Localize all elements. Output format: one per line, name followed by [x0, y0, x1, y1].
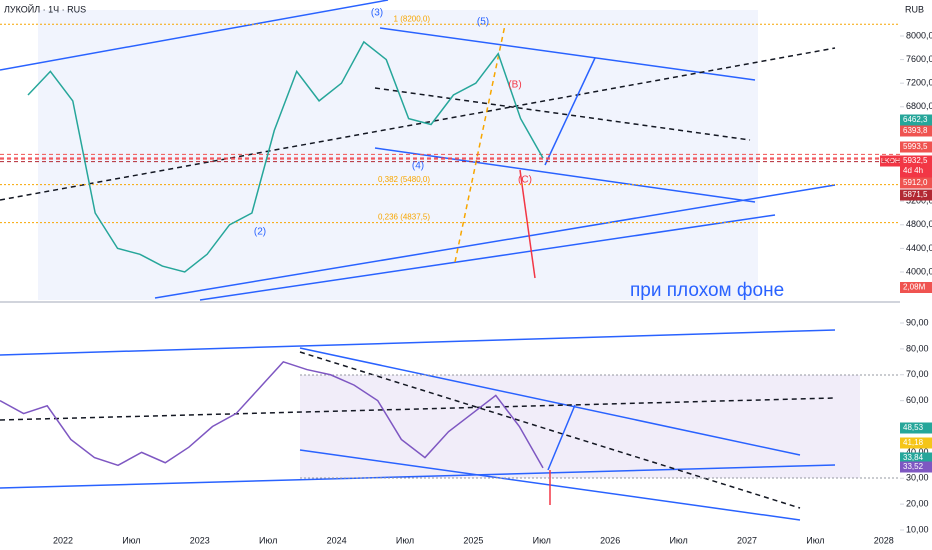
y-tick-label: 60,00 — [906, 395, 929, 405]
rsi-tag-label: 33,52 — [903, 462, 924, 471]
x-tick-label: Июл — [669, 535, 687, 545]
y-tick-label: 8000,0 — [906, 30, 932, 40]
fib-label: 1 (8200,0) — [394, 14, 431, 23]
x-tick-label: Июл — [122, 535, 140, 545]
price-tag — [900, 114, 932, 126]
price-tag-label: 5871,5 — [903, 190, 928, 199]
y-tick-label: 4000,0 — [906, 266, 932, 276]
y-tick-label: 30,00 — [906, 473, 929, 483]
y-tick-label: 90,00 — [906, 317, 929, 327]
x-tick-label: 2024 — [327, 535, 347, 545]
y-tick-label: 4800,0 — [906, 219, 932, 229]
y-tick-label: 70,00 — [906, 369, 929, 379]
price-tag — [900, 141, 932, 153]
wave-label: (5) — [477, 17, 489, 28]
rsi-tag — [900, 422, 932, 434]
price-tag — [900, 177, 932, 189]
fib-label: 0,382 (5480,0) — [378, 175, 430, 184]
y-tick-label: 80,00 — [906, 343, 929, 353]
price-tag-label: 5993,5 — [903, 142, 928, 151]
countdown: 4d 4h — [903, 166, 923, 175]
rsi-tag — [900, 461, 932, 473]
wave-label: (3) — [371, 8, 383, 19]
x-tick-label: 2025 — [463, 535, 483, 545]
price-line — [27, 40, 544, 273]
drawings — [0, 0, 900, 521]
title: ЛУКОЙЛ · 1Ч · RUS — [4, 3, 86, 14]
annotation: при плохом фоне — [630, 280, 784, 301]
y-tick-label: 40,00 — [906, 447, 929, 457]
x-tick-label: 2022 — [53, 535, 73, 545]
price-tag-label: 5932,5 — [903, 156, 928, 165]
x-tick-label: Июл — [806, 535, 824, 545]
rsi-tag-label: 41,18 — [903, 438, 924, 447]
y-tick-label: 5200,0 — [906, 196, 932, 206]
y-tick-label: 6800,0 — [906, 101, 932, 111]
y-tick-label: 10,00 — [906, 524, 929, 534]
range-shade — [38, 10, 758, 300]
fib-label: 0,236 (4837,5) — [378, 213, 430, 222]
x-tick-label: Июл — [396, 535, 414, 545]
wave-label: (C) — [518, 175, 532, 186]
y-tick-label: 20,00 — [906, 499, 929, 509]
rsi-tag — [900, 437, 932, 449]
wave-label: (B) — [508, 80, 521, 91]
symbol-tag — [880, 155, 900, 167]
volume-tag — [900, 282, 932, 293]
x-tick-label: Июл — [259, 535, 277, 545]
price-tag-label: 6393,8 — [903, 126, 928, 135]
rsi-tag-label: 48,53 — [903, 423, 924, 432]
x-tick-label: 2023 — [190, 535, 210, 545]
wave-label: (4) — [412, 161, 424, 172]
x-tick-label: 2027 — [737, 535, 757, 545]
price-tag — [900, 189, 932, 201]
currency: RUB — [905, 4, 924, 14]
x-tick-label: 2028 — [874, 535, 894, 545]
wave-label: (2) — [254, 227, 266, 238]
rsi-line — [0, 360, 544, 469]
y-tick-label: 7600,0 — [906, 54, 932, 64]
x-tick-label: 2026 — [600, 535, 620, 545]
price-tag — [900, 125, 932, 137]
y-tick-label: 7200,0 — [906, 78, 932, 88]
volume-tag-label: 2,08M — [903, 283, 926, 292]
x-tick-label: Июл — [533, 535, 551, 545]
rsi-band — [300, 375, 860, 478]
rsi-tag-label: 33,84 — [903, 453, 924, 462]
price-tag-label: 6462,3 — [903, 115, 928, 124]
y-tick-label: 4400,0 — [906, 243, 932, 253]
price-tag — [900, 155, 932, 178]
price-tag-label: 5912,0 — [903, 178, 928, 187]
rsi-tag — [900, 452, 932, 464]
